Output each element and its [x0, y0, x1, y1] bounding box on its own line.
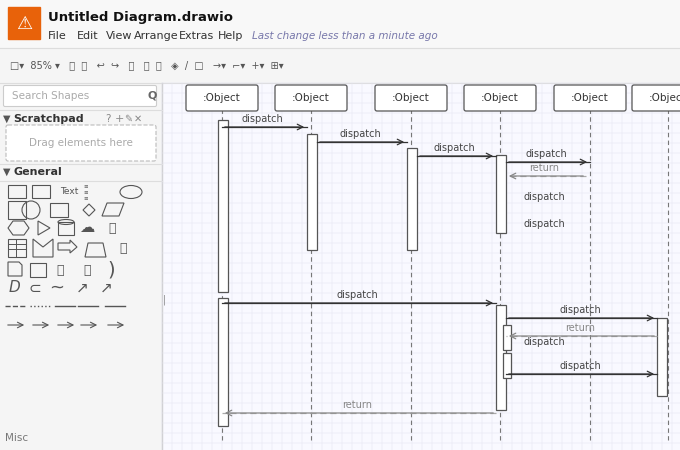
Text: Help: Help	[218, 31, 243, 41]
Text: D: D	[8, 280, 20, 296]
Text: dispatch: dispatch	[241, 114, 283, 124]
Text: ): )	[107, 261, 115, 279]
Text: dispatch: dispatch	[524, 337, 566, 347]
Text: Untitled Diagram.drawio: Untitled Diagram.drawio	[48, 12, 233, 24]
Text: ↗: ↗	[100, 280, 112, 296]
FancyBboxPatch shape	[554, 85, 626, 111]
Text: dispatch: dispatch	[336, 290, 378, 300]
Text: return: return	[529, 163, 559, 173]
Bar	[407, 148, 417, 250]
Bar	[0, 0, 680, 48]
Bar	[496, 155, 506, 233]
Text: :Object: :Object	[481, 93, 519, 103]
Text: :Object: :Object	[649, 93, 680, 103]
Text: Scratchpad: Scratchpad	[13, 114, 84, 124]
Text: dispatch: dispatch	[524, 192, 566, 202]
Bar	[503, 353, 511, 378]
Text: Misc: Misc	[5, 433, 28, 443]
Text: ⚠: ⚠	[16, 15, 32, 33]
Text: :Object: :Object	[292, 93, 330, 103]
Bar	[58, 222, 74, 235]
Text: Search Shapes: Search Shapes	[12, 91, 89, 101]
Text: ✎: ✎	[124, 114, 132, 124]
Text: ≡
≡
≡: ≡ ≡ ≡	[83, 184, 88, 200]
FancyBboxPatch shape	[275, 85, 347, 111]
Bar	[218, 298, 228, 426]
Text: dispatch: dispatch	[524, 219, 566, 229]
Bar	[218, 120, 228, 292]
Text: ✕: ✕	[134, 114, 142, 124]
Bar	[8, 185, 26, 198]
Text: General: General	[13, 167, 62, 177]
Bar	[8, 201, 26, 219]
Text: ▼: ▼	[3, 167, 10, 177]
Text: ?: ?	[105, 114, 110, 124]
FancyBboxPatch shape	[186, 85, 258, 111]
Text: ⊂: ⊂	[29, 280, 41, 296]
FancyBboxPatch shape	[464, 85, 536, 111]
Text: dispatch: dispatch	[433, 143, 475, 153]
Text: :Object: :Object	[203, 93, 241, 103]
Text: dispatch: dispatch	[559, 361, 601, 371]
Text: 💬: 💬	[56, 264, 64, 276]
Bar	[8, 239, 26, 257]
Text: dispatch: dispatch	[339, 129, 381, 139]
Bar	[8, 7, 40, 39]
Text: File: File	[48, 31, 67, 41]
Bar	[0, 83, 162, 450]
FancyBboxPatch shape	[3, 86, 156, 107]
FancyBboxPatch shape	[632, 85, 680, 111]
Text: Extras: Extras	[179, 31, 214, 41]
Text: :Object: :Object	[571, 93, 609, 103]
Text: Edit: Edit	[77, 31, 99, 41]
Text: □▾  85% ▾   🔍  🔍   ↩  ↪   🗑   ⎘  ⎙   ◈  /  □   →▾  ⌐▾  +▾  ⊞▾: □▾ 85% ▾ 🔍 🔍 ↩ ↪ 🗑 ⎘ ⎙ ◈ / □ →▾ ⌐▾ +▾ ⊞▾	[10, 60, 284, 70]
Text: 🧍: 🧍	[83, 264, 90, 276]
Text: View: View	[105, 31, 132, 41]
Text: ☁: ☁	[80, 220, 95, 235]
Text: Text: Text	[60, 188, 78, 197]
FancyBboxPatch shape	[375, 85, 447, 111]
Text: 💬: 💬	[108, 221, 116, 234]
Text: +: +	[115, 114, 124, 124]
Text: Drag elements here: Drag elements here	[29, 138, 133, 148]
Text: :Object: :Object	[392, 93, 430, 103]
Text: dispatch: dispatch	[559, 305, 601, 315]
FancyBboxPatch shape	[6, 125, 156, 161]
Text: ~: ~	[50, 279, 65, 297]
Text: 〜: 〜	[119, 242, 126, 255]
Bar	[503, 325, 511, 350]
Text: Last change less than a minute ago: Last change less than a minute ago	[252, 31, 437, 41]
Text: |: |	[163, 295, 166, 305]
Bar	[162, 83, 680, 450]
Text: Q: Q	[148, 91, 156, 101]
Text: return: return	[565, 323, 595, 333]
Bar	[307, 134, 317, 250]
Text: Arrange: Arrange	[135, 31, 179, 41]
Bar	[496, 305, 506, 410]
Text: ↗: ↗	[75, 280, 88, 296]
Text: dispatch: dispatch	[525, 149, 567, 159]
Bar	[0, 48, 680, 82]
Bar	[657, 318, 667, 396]
Bar	[32, 185, 50, 198]
Text: ▼: ▼	[3, 114, 10, 124]
Text: return: return	[342, 400, 372, 410]
Bar	[50, 203, 68, 217]
Bar	[30, 263, 46, 277]
